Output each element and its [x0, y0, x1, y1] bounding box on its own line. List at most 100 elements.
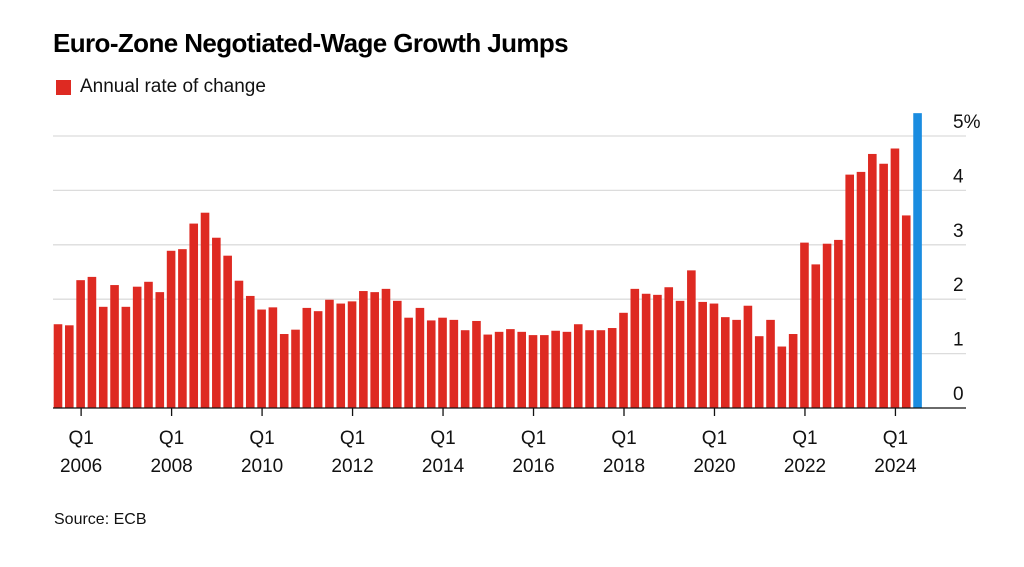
bar: [347, 301, 357, 408]
x-tick-year: 2006: [60, 456, 102, 477]
bar: [313, 311, 323, 408]
bar: [811, 264, 821, 408]
x-tick-year: 2016: [512, 456, 554, 477]
bar: [777, 346, 787, 408]
x-tick-quarter: Q1: [159, 428, 184, 449]
bars: [53, 113, 922, 408]
bar-highlight: [913, 113, 922, 408]
bar: [506, 329, 515, 408]
bar: [65, 325, 74, 408]
bar: [110, 285, 119, 408]
chart-title: Euro-Zone Negotiated-Wage Growth Jumps: [53, 28, 569, 58]
y-tick-label: 3: [953, 221, 964, 242]
y-tick-labels: 0 1 2 3 4 5%: [953, 112, 981, 405]
bar: [562, 331, 572, 408]
bar: [415, 307, 425, 408]
x-ticks: Q1 2006 Q1 2008 Q1 2010 Q1 2012 Q1 2014 Q1 2016 Q1 20…: [60, 408, 917, 477]
bar: [132, 286, 142, 408]
bar: [517, 331, 527, 408]
bar: [754, 336, 764, 408]
y-tick-label: 5%: [953, 112, 981, 133]
x-tick-quarter: Q1: [792, 428, 817, 449]
bar: [664, 287, 674, 408]
bar: [528, 335, 538, 408]
bar: [720, 317, 730, 408]
x-tick-quarter: Q1: [430, 428, 455, 449]
bar: [868, 153, 877, 408]
bar: [483, 334, 493, 408]
bar: [325, 299, 334, 408]
x-tick-year: 2022: [784, 456, 826, 477]
bar: [53, 324, 63, 408]
bar: [336, 303, 346, 408]
bar: [709, 303, 719, 408]
bar: [449, 319, 459, 408]
x-tick-quarter: Q1: [883, 428, 908, 449]
x-tick-year: 2018: [603, 456, 645, 477]
bar: [460, 330, 470, 408]
bar: [144, 281, 153, 408]
bar: [279, 334, 289, 408]
legend-label: Annual rate of change: [80, 76, 266, 97]
bar: [291, 329, 300, 408]
x-tick-year: 2024: [874, 456, 917, 477]
bar: [822, 243, 832, 408]
x-tick-quarter: Q1: [702, 428, 727, 449]
bar: [901, 215, 911, 408]
bar: [607, 328, 617, 408]
y-tick-label: 4: [953, 166, 964, 187]
bar: [178, 249, 187, 408]
bar: [856, 171, 866, 408]
bar: [800, 242, 809, 408]
bar: [155, 292, 165, 408]
bar: [426, 320, 436, 408]
x-tick-year: 2008: [150, 456, 192, 477]
bar: [698, 301, 707, 408]
bar: [890, 148, 900, 408]
x-tick-quarter: Q1: [521, 428, 546, 449]
bar: [766, 319, 775, 408]
bar: [212, 237, 221, 408]
bar: [630, 288, 640, 408]
bar: [268, 307, 278, 408]
bar: [200, 212, 210, 408]
bar: [743, 305, 753, 408]
bar: [438, 317, 447, 408]
x-tick-year: 2012: [331, 456, 373, 477]
bar: [845, 174, 854, 408]
bar: [585, 330, 594, 408]
legend-swatch: [56, 79, 71, 95]
bar: [404, 317, 413, 408]
bar: [359, 291, 368, 408]
bar: [76, 280, 85, 408]
bar: [834, 239, 843, 408]
bar: [166, 250, 176, 408]
bar: [245, 295, 255, 408]
legend: Annual rate of change: [56, 76, 266, 98]
bar: [573, 324, 583, 408]
bar: [788, 334, 798, 408]
bar: [234, 280, 244, 408]
bar: [223, 255, 232, 408]
x-tick-year: 2010: [241, 456, 283, 477]
x-tick-quarter: Q1: [340, 428, 365, 449]
bar: [393, 300, 402, 408]
bar: [302, 307, 312, 408]
bar: [381, 288, 391, 408]
bar: [472, 320, 481, 408]
bar: [98, 306, 108, 408]
bar: [675, 300, 685, 408]
bar: [732, 319, 741, 408]
bar: [619, 312, 628, 408]
x-tick-year: 2020: [693, 456, 735, 477]
bar: [87, 276, 97, 408]
x-tick-quarter: Q1: [68, 428, 93, 449]
bar: [540, 335, 549, 408]
bar: [370, 292, 379, 408]
bar: [879, 163, 888, 408]
x-tick-year: 2014: [422, 456, 465, 477]
bar: [687, 270, 696, 408]
bar: [257, 309, 266, 408]
bar: [596, 330, 606, 408]
